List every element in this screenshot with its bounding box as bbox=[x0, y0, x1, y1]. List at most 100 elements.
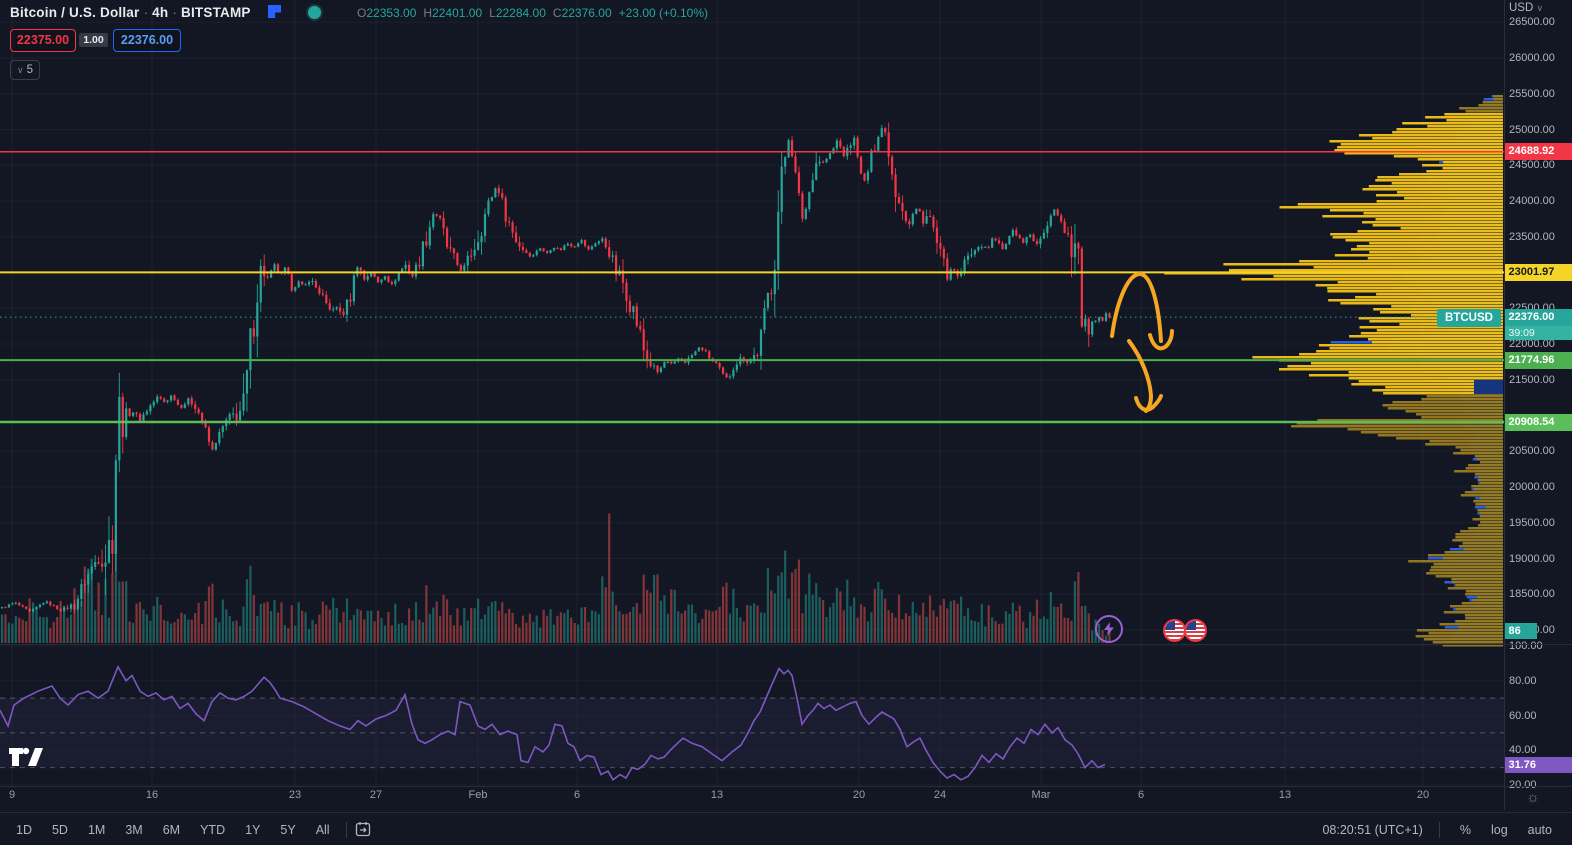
sell-button[interactable]: 22375.00 bbox=[10, 29, 76, 52]
volume-profile-bar-gold bbox=[1416, 413, 1503, 416]
us-flag-icon[interactable] bbox=[1184, 619, 1207, 642]
candle-body bbox=[169, 395, 173, 401]
status-dot[interactable] bbox=[306, 4, 323, 21]
candle-body bbox=[763, 307, 766, 330]
volume-profile-bar-gold bbox=[1393, 155, 1503, 158]
rsi-tick-label: 80.00 bbox=[1509, 674, 1537, 687]
volume-bar bbox=[866, 621, 870, 643]
volume-bar bbox=[763, 612, 766, 643]
buy-button[interactable]: 22376.00 bbox=[113, 29, 181, 52]
sun-icon[interactable]: ☼ bbox=[1526, 789, 1540, 806]
log-scale-button[interactable]: log bbox=[1490, 822, 1508, 837]
candle-body bbox=[490, 197, 493, 201]
volume-bar bbox=[1091, 630, 1094, 643]
drawn-arrow-head[interactable] bbox=[1134, 394, 1163, 412]
volume-profile-bar-gold bbox=[1316, 350, 1503, 353]
candle-body bbox=[887, 132, 890, 157]
candle-body bbox=[439, 215, 442, 218]
range-button-5d[interactable]: 5D bbox=[51, 822, 68, 837]
volume-profile-bar-gold bbox=[1426, 395, 1503, 398]
volume-bar bbox=[490, 602, 493, 643]
volume-bar bbox=[487, 606, 490, 643]
price-tick-label: 25500.00 bbox=[1509, 87, 1555, 100]
range-button-1d[interactable]: 1D bbox=[16, 822, 32, 837]
volume-profile-bar-gold bbox=[1479, 515, 1503, 518]
volume-profile-bar-gold bbox=[1337, 281, 1503, 284]
symbol-title[interactable]: Bitcoin / U.S. Dollar · 4h · BITSTAMP bbox=[10, 5, 251, 20]
volume-bar bbox=[801, 613, 804, 643]
candle-body bbox=[963, 259, 966, 272]
candle-body bbox=[428, 227, 431, 246]
percent-scale-button[interactable]: % bbox=[1459, 822, 1471, 837]
range-button-1m[interactable]: 1M bbox=[87, 822, 106, 837]
volume-bar bbox=[383, 625, 387, 643]
volume-profile-bar-gold bbox=[1358, 380, 1503, 383]
candle-body bbox=[777, 211, 780, 270]
volume-bar bbox=[535, 615, 538, 643]
candle-body bbox=[684, 359, 687, 363]
candle-body bbox=[11, 603, 14, 605]
volume-bar bbox=[646, 589, 649, 643]
volume-profile-bar-gold bbox=[1462, 542, 1503, 545]
volume-profile-bar-gold bbox=[1425, 443, 1503, 446]
ohlc-key: O bbox=[357, 6, 367, 20]
drawn-arrow-head[interactable] bbox=[1148, 329, 1174, 351]
price-scale-divider[interactable] bbox=[1504, 0, 1505, 810]
candle-body bbox=[835, 140, 838, 149]
symbol-name[interactable]: Bitcoin / U.S. Dollar bbox=[10, 5, 140, 20]
volume-bar bbox=[849, 606, 852, 643]
volume-profile-bar-gold bbox=[1299, 260, 1503, 263]
volume-bar bbox=[794, 568, 797, 643]
volume-bar bbox=[911, 601, 914, 643]
interval-label[interactable]: 4h bbox=[152, 5, 169, 20]
volume-profile-bar-gold bbox=[1471, 485, 1503, 488]
volume-profile-bar-gold bbox=[1345, 239, 1503, 242]
range-button-3m[interactable]: 3M bbox=[125, 822, 143, 837]
volume-bar bbox=[69, 614, 73, 643]
drawn-arrow[interactable] bbox=[1110, 272, 1163, 343]
auto-scale-button[interactable]: auto bbox=[1527, 822, 1552, 837]
lightning-icon[interactable] bbox=[1095, 615, 1123, 643]
candle-body bbox=[753, 355, 756, 361]
range-button-5y[interactable]: 5Y bbox=[280, 822, 296, 837]
volume-profile-bar-gold bbox=[1426, 170, 1503, 173]
volume-profile-bar-gold bbox=[1445, 551, 1503, 554]
volume-profile-bar-gold bbox=[1463, 548, 1503, 551]
volume-profile-bar-gold bbox=[1391, 182, 1503, 185]
pane-divider[interactable] bbox=[0, 644, 1572, 645]
volume-bar bbox=[211, 583, 214, 643]
candle-body bbox=[508, 221, 511, 223]
volume-profile-bar-gold bbox=[1369, 251, 1503, 254]
candle-body bbox=[625, 282, 628, 301]
currency-dropdown[interactable]: USD ∨ bbox=[1509, 2, 1569, 19]
volume-bar bbox=[608, 513, 611, 643]
range-button-6m[interactable]: 6M bbox=[162, 822, 181, 837]
drawn-arrow[interactable] bbox=[1127, 339, 1154, 413]
volume-profile-bar-gold bbox=[1455, 446, 1503, 449]
volume-profile-bar-gold bbox=[1455, 620, 1503, 623]
candle-body bbox=[1070, 234, 1073, 258]
volume-bar bbox=[128, 621, 131, 643]
price-line-symbol-tag: BTCUSD bbox=[1437, 308, 1501, 327]
candle-body bbox=[780, 166, 783, 212]
object-tree-button[interactable]: ∨ 5 bbox=[10, 60, 40, 80]
candle-body bbox=[1032, 234, 1035, 242]
goto-date-button[interactable] bbox=[355, 821, 372, 838]
price-tick-label: 18500.00 bbox=[1509, 588, 1555, 601]
candle-body bbox=[535, 250, 538, 256]
range-button-all[interactable]: All bbox=[315, 822, 330, 837]
us-flag-icon[interactable] bbox=[1163, 619, 1186, 642]
session-clock[interactable]: 08:20:51 (UTC+1) bbox=[1322, 822, 1423, 837]
chart-canvas[interactable] bbox=[0, 0, 1572, 812]
range-button-ytd[interactable]: YTD bbox=[200, 822, 226, 837]
volume-profile-bar-gold bbox=[1377, 434, 1503, 437]
volume-profile-bar-gold bbox=[1398, 173, 1503, 176]
volume-profile-bar-gold bbox=[1315, 284, 1503, 287]
tradingview-logo[interactable] bbox=[8, 745, 46, 769]
volume-bar bbox=[939, 605, 942, 643]
volume-bar bbox=[149, 620, 152, 643]
range-button-1y[interactable]: 1Y bbox=[245, 822, 261, 837]
volume-bar bbox=[915, 612, 918, 643]
candle-body bbox=[566, 243, 569, 246]
candle-body bbox=[242, 393, 245, 411]
